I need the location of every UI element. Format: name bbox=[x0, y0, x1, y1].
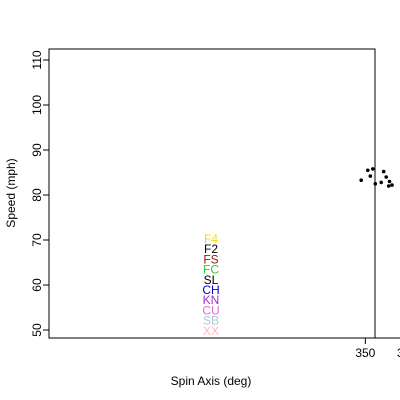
data-point bbox=[379, 180, 384, 185]
data-point bbox=[387, 179, 392, 184]
data-point bbox=[368, 174, 373, 178]
y-tick-label: 90 bbox=[30, 143, 44, 157]
legend-label: CH bbox=[202, 283, 219, 297]
legend-label: FC bbox=[203, 263, 219, 277]
y-tick-label: 110 bbox=[30, 50, 44, 69]
data-point bbox=[381, 169, 386, 174]
data-point bbox=[359, 178, 364, 182]
data-point bbox=[386, 184, 391, 188]
data-points bbox=[359, 167, 394, 188]
x-tick-label: 350 bbox=[355, 346, 375, 360]
y-tick-label: 100 bbox=[30, 95, 44, 115]
y-axis-title: Speed (mph) bbox=[4, 158, 18, 227]
x-axis-title: Spin Axis (deg) bbox=[171, 374, 252, 388]
legend-label: KN bbox=[203, 293, 220, 307]
legend-label: CU bbox=[202, 303, 219, 317]
y-tick-label: 70 bbox=[30, 233, 44, 247]
legend-label: SB bbox=[203, 314, 219, 328]
y-axis: 50 60 70 80 90 100 110 bbox=[30, 50, 50, 337]
y-tick-label: 80 bbox=[30, 188, 44, 202]
x-axis: 350300250200150100500 bbox=[355, 337, 400, 360]
data-point bbox=[366, 168, 370, 173]
x-tick-label: 300 bbox=[397, 346, 400, 360]
data-point bbox=[384, 175, 389, 179]
legend-label: F2 bbox=[204, 242, 218, 256]
data-point bbox=[390, 183, 394, 187]
legend-label: FS bbox=[203, 252, 218, 266]
data-point bbox=[373, 182, 378, 186]
y-tick-label: 50 bbox=[30, 323, 44, 337]
data-point bbox=[371, 167, 375, 171]
legend-label: XX bbox=[203, 324, 219, 338]
y-tick-label: 60 bbox=[30, 278, 44, 292]
legend-label: F4 bbox=[204, 232, 218, 246]
legend-label: SL bbox=[204, 273, 219, 287]
